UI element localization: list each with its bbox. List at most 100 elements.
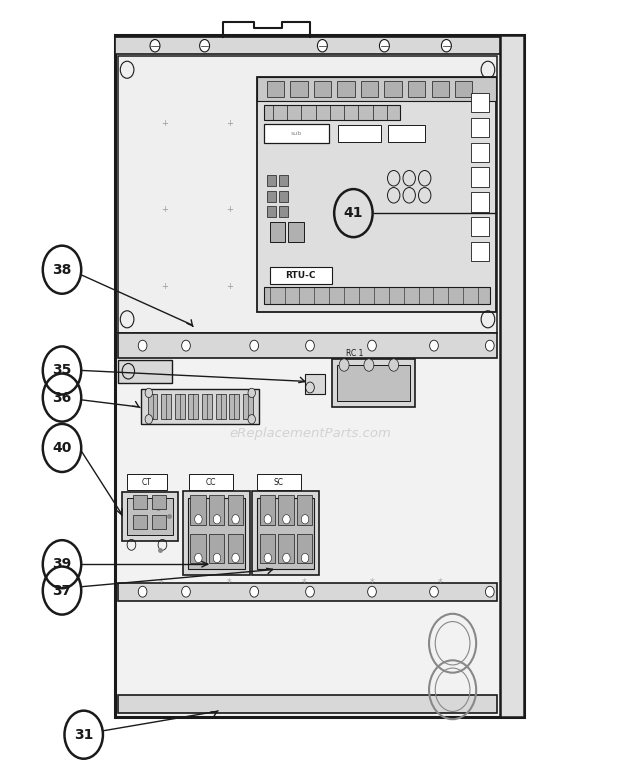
Bar <box>188 394 198 419</box>
Bar <box>257 474 301 490</box>
Bar <box>118 56 497 333</box>
Circle shape <box>441 40 451 52</box>
Bar <box>190 534 206 563</box>
Bar <box>118 695 497 713</box>
Bar <box>332 359 415 407</box>
Bar <box>267 191 276 202</box>
Text: *: * <box>438 578 443 587</box>
Bar <box>152 515 166 529</box>
Text: +: + <box>161 205 168 214</box>
Text: 39: 39 <box>52 557 72 571</box>
Bar <box>257 78 496 101</box>
Bar <box>297 495 312 525</box>
Circle shape <box>485 340 494 351</box>
Circle shape <box>138 586 147 597</box>
Circle shape <box>339 359 349 371</box>
Bar <box>252 491 319 575</box>
Text: 36: 36 <box>52 391 72 405</box>
Circle shape <box>248 388 255 398</box>
Bar <box>209 534 224 563</box>
Text: *: * <box>370 578 374 587</box>
Bar <box>189 474 232 490</box>
Bar <box>190 495 206 525</box>
Bar <box>264 287 490 304</box>
Circle shape <box>250 340 259 351</box>
Text: *: * <box>301 578 306 587</box>
Bar <box>278 534 294 563</box>
Bar <box>127 498 173 535</box>
Bar <box>118 360 172 383</box>
Bar <box>267 206 276 217</box>
Bar <box>243 394 253 419</box>
Bar <box>471 93 489 112</box>
Bar <box>384 81 402 97</box>
Circle shape <box>182 586 190 597</box>
Text: eReplacementParts.com: eReplacementParts.com <box>229 428 391 440</box>
Bar <box>209 495 224 525</box>
Bar <box>279 206 288 217</box>
Bar <box>118 333 497 358</box>
Bar <box>471 167 489 187</box>
Bar <box>152 495 166 509</box>
Circle shape <box>145 388 153 398</box>
Circle shape <box>368 340 376 351</box>
Circle shape <box>150 40 160 52</box>
Bar <box>257 78 496 312</box>
Circle shape <box>195 553 202 563</box>
Text: sub: sub <box>291 131 302 136</box>
Bar <box>267 175 276 186</box>
Bar <box>188 498 245 569</box>
Bar <box>216 394 226 419</box>
Bar <box>270 222 285 242</box>
Circle shape <box>379 40 389 52</box>
Circle shape <box>301 553 309 563</box>
Circle shape <box>301 515 309 524</box>
Circle shape <box>389 359 399 371</box>
Bar <box>264 105 400 120</box>
Circle shape <box>264 553 272 563</box>
Circle shape <box>430 586 438 597</box>
Bar <box>432 81 449 97</box>
Text: RTU-C: RTU-C <box>285 271 316 281</box>
Text: 38: 38 <box>52 263 72 277</box>
Bar <box>267 81 284 97</box>
Bar <box>361 81 378 97</box>
Bar <box>455 81 472 97</box>
Bar <box>228 534 243 563</box>
Text: 40: 40 <box>52 441 72 455</box>
Bar <box>288 222 304 242</box>
Bar <box>337 365 410 401</box>
Text: *: * <box>159 578 164 587</box>
Circle shape <box>213 553 221 563</box>
Text: +: + <box>226 205 233 214</box>
Text: +: + <box>161 119 168 129</box>
Bar <box>278 495 294 525</box>
Circle shape <box>138 340 147 351</box>
Circle shape <box>306 340 314 351</box>
Bar <box>279 175 288 186</box>
Bar <box>257 498 314 569</box>
Text: 37: 37 <box>52 584 72 598</box>
Circle shape <box>283 553 290 563</box>
Circle shape <box>213 515 221 524</box>
Bar <box>133 495 147 509</box>
Bar <box>122 492 178 541</box>
Text: +: + <box>226 282 233 291</box>
Circle shape <box>195 515 202 524</box>
Text: SC: SC <box>274 477 284 487</box>
Circle shape <box>317 40 327 52</box>
Bar <box>161 394 171 419</box>
Circle shape <box>145 415 153 424</box>
Bar <box>260 495 275 525</box>
Bar <box>305 374 325 394</box>
Bar <box>290 81 308 97</box>
Text: 31: 31 <box>74 728 94 742</box>
Bar <box>471 118 489 137</box>
Bar <box>471 242 489 261</box>
Bar <box>388 125 425 142</box>
Circle shape <box>232 553 239 563</box>
Bar <box>338 125 381 142</box>
Circle shape <box>250 586 259 597</box>
Circle shape <box>368 586 376 597</box>
Bar <box>115 35 524 717</box>
